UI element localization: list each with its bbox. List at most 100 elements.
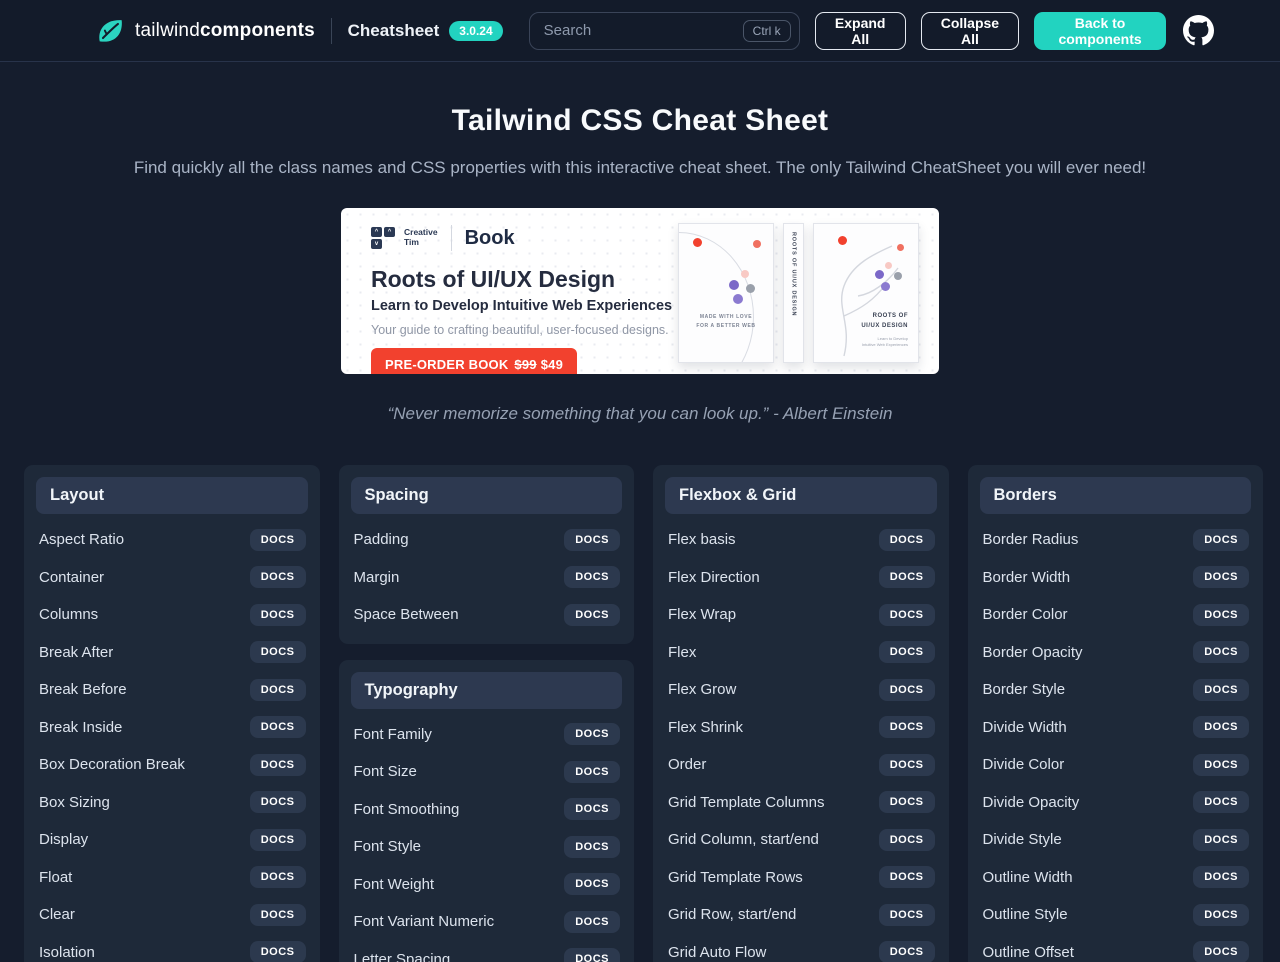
docs-link[interactable]: DOCS: [564, 910, 620, 933]
row-clear[interactable]: Clear DOCS: [36, 896, 308, 934]
docs-link[interactable]: DOCS: [1193, 641, 1249, 664]
row-font-smoothing[interactable]: Font Smoothing DOCS: [351, 791, 623, 829]
docs-link[interactable]: DOCS: [878, 641, 935, 664]
row-divide-style[interactable]: Divide Style DOCS: [980, 821, 1252, 859]
row-margin[interactable]: Margin DOCS: [351, 559, 623, 597]
row-font-family[interactable]: Font Family DOCS: [351, 716, 623, 754]
row-box-decoration-break[interactable]: Box Decoration Break DOCS: [36, 746, 308, 784]
row-break-before[interactable]: Break Before DOCS: [36, 671, 308, 709]
row-container[interactable]: Container DOCS: [36, 559, 308, 597]
row-box-sizing[interactable]: Box Sizing DOCS: [36, 784, 308, 822]
docs-link[interactable]: DOCS: [1193, 753, 1249, 776]
docs-link[interactable]: DOCS: [249, 716, 306, 739]
docs-link[interactable]: DOCS: [249, 753, 306, 776]
docs-link[interactable]: DOCS: [249, 903, 306, 926]
docs-link[interactable]: DOCS: [1193, 791, 1249, 814]
docs-link[interactable]: DOCS: [564, 603, 620, 626]
docs-link[interactable]: DOCS: [249, 941, 306, 962]
docs-link[interactable]: DOCS: [1193, 603, 1249, 626]
row-flex-shrink[interactable]: Flex Shrink DOCS: [665, 709, 937, 747]
docs-link[interactable]: DOCS: [564, 528, 620, 551]
book-promo-banner[interactable]: ^ ^ v Creative Tim Book Roots of UI/UX Desi…: [341, 208, 939, 374]
row-border-color[interactable]: Border Color DOCS: [980, 596, 1252, 634]
row-flex-basis[interactable]: Flex basis DOCS: [665, 521, 937, 559]
docs-link[interactable]: DOCS: [878, 716, 935, 739]
docs-link[interactable]: DOCS: [878, 791, 935, 814]
back-to-components-button[interactable]: Back to components: [1034, 11, 1167, 50]
docs-link[interactable]: DOCS: [564, 723, 620, 746]
docs-link[interactable]: DOCS: [249, 866, 306, 889]
row-grid-row-start-end[interactable]: Grid Row, start/end DOCS: [665, 896, 937, 934]
docs-link[interactable]: DOCS: [564, 760, 620, 783]
search-box[interactable]: Ctrl k: [528, 11, 800, 50]
row-flex[interactable]: Flex DOCS: [665, 634, 937, 672]
docs-link[interactable]: DOCS: [878, 566, 935, 589]
docs-link[interactable]: DOCS: [878, 603, 935, 626]
docs-link[interactable]: DOCS: [878, 678, 935, 701]
row-border-width[interactable]: Border Width DOCS: [980, 559, 1252, 597]
docs-link[interactable]: DOCS: [1193, 678, 1249, 701]
docs-link[interactable]: DOCS: [1193, 716, 1249, 739]
row-outline-width[interactable]: Outline Width DOCS: [980, 859, 1252, 897]
row-flex-direction[interactable]: Flex Direction DOCS: [665, 559, 937, 597]
row-flex-grow[interactable]: Flex Grow DOCS: [665, 671, 937, 709]
row-break-inside[interactable]: Break Inside DOCS: [36, 709, 308, 747]
docs-link[interactable]: DOCS: [249, 828, 306, 851]
row-break-after[interactable]: Break After DOCS: [36, 634, 308, 672]
docs-link[interactable]: DOCS: [249, 678, 306, 701]
docs-link[interactable]: DOCS: [564, 566, 620, 589]
docs-link[interactable]: DOCS: [564, 948, 620, 962]
collapse-all-button[interactable]: Collapse All: [920, 11, 1020, 50]
row-letter-spacing[interactable]: Letter Spacing DOCS: [351, 941, 623, 962]
row-isolation[interactable]: Isolation DOCS: [36, 934, 308, 962]
row-flex-wrap[interactable]: Flex Wrap DOCS: [665, 596, 937, 634]
docs-link[interactable]: DOCS: [1193, 941, 1249, 962]
row-float[interactable]: Float DOCS: [36, 859, 308, 897]
row-font-size[interactable]: Font Size DOCS: [351, 753, 623, 791]
docs-link[interactable]: DOCS: [878, 753, 935, 776]
row-space-between[interactable]: Space Between DOCS: [351, 596, 623, 634]
row-border-opacity[interactable]: Border Opacity DOCS: [980, 634, 1252, 672]
docs-link[interactable]: DOCS: [1193, 566, 1249, 589]
row-font-style[interactable]: Font Style DOCS: [351, 828, 623, 866]
row-font-variant-numeric[interactable]: Font Variant Numeric DOCS: [351, 903, 623, 941]
docs-link[interactable]: DOCS: [249, 566, 306, 589]
row-outline-offset[interactable]: Outline Offset DOCS: [980, 934, 1252, 962]
docs-link[interactable]: DOCS: [878, 866, 935, 889]
docs-link[interactable]: DOCS: [249, 791, 306, 814]
search-input[interactable]: [543, 22, 743, 39]
row-order[interactable]: Order DOCS: [665, 746, 937, 784]
expand-all-button[interactable]: Expand All: [814, 11, 906, 50]
row-display[interactable]: Display DOCS: [36, 821, 308, 859]
docs-link[interactable]: DOCS: [564, 835, 620, 858]
docs-link[interactable]: DOCS: [564, 873, 620, 896]
row-border-radius[interactable]: Border Radius DOCS: [980, 521, 1252, 559]
row-divide-opacity[interactable]: Divide Opacity DOCS: [980, 784, 1252, 822]
docs-link[interactable]: DOCS: [878, 941, 935, 962]
row-grid-column-start-end[interactable]: Grid Column, start/end DOCS: [665, 821, 937, 859]
docs-link[interactable]: DOCS: [878, 903, 935, 926]
row-divide-color[interactable]: Divide Color DOCS: [980, 746, 1252, 784]
docs-link[interactable]: DOCS: [564, 798, 620, 821]
row-aspect-ratio[interactable]: Aspect Ratio DOCS: [36, 521, 308, 559]
row-grid-template-columns[interactable]: Grid Template Columns DOCS: [665, 784, 937, 822]
row-grid-template-rows[interactable]: Grid Template Rows DOCS: [665, 859, 937, 897]
docs-link[interactable]: DOCS: [878, 828, 935, 851]
row-font-weight[interactable]: Font Weight DOCS: [351, 866, 623, 904]
docs-link[interactable]: DOCS: [1193, 528, 1249, 551]
brand-link[interactable]: tailwindcomponents: [95, 16, 315, 46]
row-padding[interactable]: Padding DOCS: [351, 521, 623, 559]
docs-link[interactable]: DOCS: [1193, 828, 1249, 851]
row-border-style[interactable]: Border Style DOCS: [980, 671, 1252, 709]
github-link[interactable]: [1183, 15, 1215, 46]
row-grid-auto-flow[interactable]: Grid Auto Flow DOCS: [665, 934, 937, 962]
docs-link[interactable]: DOCS: [1193, 866, 1249, 889]
docs-link[interactable]: DOCS: [249, 528, 306, 551]
preorder-button[interactable]: PRE-ORDER BOOK $99 $49: [371, 348, 578, 374]
docs-link[interactable]: DOCS: [249, 603, 306, 626]
row-divide-width[interactable]: Divide Width DOCS: [980, 709, 1252, 747]
row-outline-style[interactable]: Outline Style DOCS: [980, 896, 1252, 934]
docs-link[interactable]: DOCS: [878, 528, 935, 551]
docs-link[interactable]: DOCS: [249, 641, 306, 664]
row-columns[interactable]: Columns DOCS: [36, 596, 308, 634]
